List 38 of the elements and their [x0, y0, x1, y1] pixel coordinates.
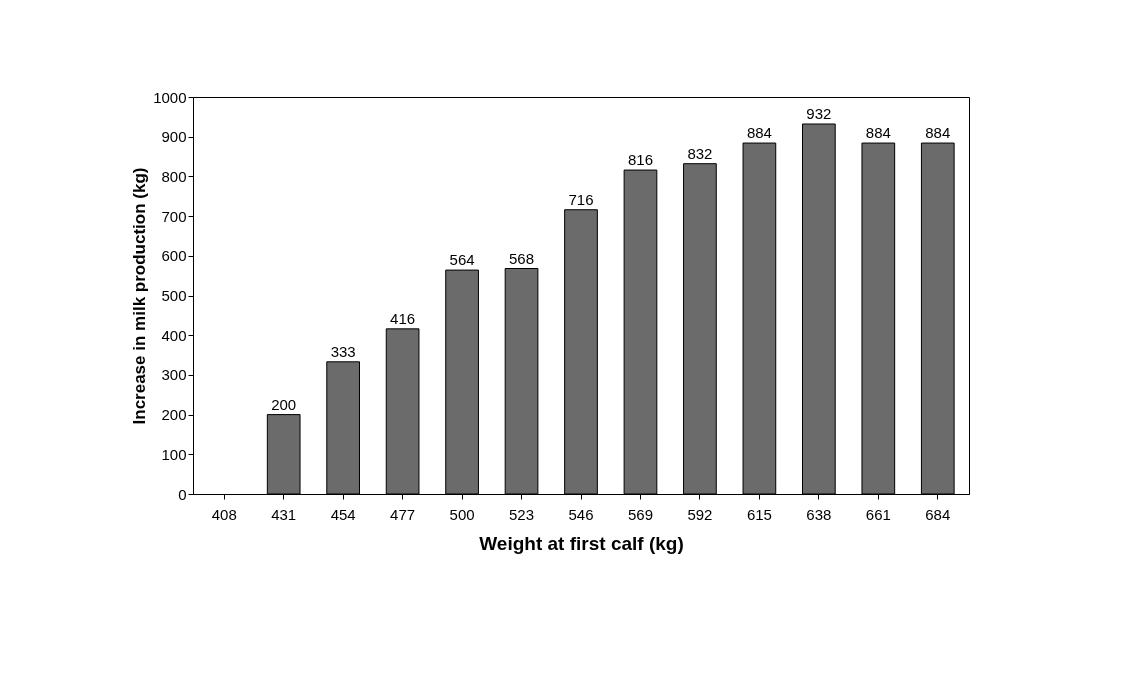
data-label: 200 [271, 395, 297, 413]
x-tick-label: 546 [568, 505, 594, 523]
y-tick-label: 900 [161, 128, 187, 146]
data-label: 816 [627, 151, 653, 169]
x-axis-title: Weight at first calf (kg) [479, 532, 684, 554]
y-tick-label: 1000 [153, 88, 187, 106]
x-tick-label: 615 [746, 505, 772, 523]
data-label: 884 [925, 124, 951, 142]
x-tick-label: 638 [806, 505, 832, 523]
x-tick-label: 500 [449, 505, 475, 523]
x-tick-label: 477 [390, 505, 416, 523]
data-label: 832 [687, 144, 713, 162]
x-tick-label: 684 [925, 505, 951, 523]
data-label: 716 [568, 190, 594, 208]
y-tick-label: 600 [161, 247, 187, 265]
y-tick-label: 300 [161, 366, 187, 384]
data-label: 568 [509, 249, 535, 267]
y-tick-label: 400 [161, 326, 187, 344]
data-label: 333 [330, 342, 356, 360]
data-label: 564 [449, 251, 475, 269]
data-label: 932 [806, 105, 832, 122]
y-tick-label: 0 [178, 485, 187, 503]
data-label: 884 [865, 124, 891, 142]
y-tick-label: 100 [161, 445, 187, 463]
x-tick-label: 454 [330, 505, 356, 523]
x-tick-label: 661 [865, 505, 891, 523]
x-tick-label: 523 [509, 505, 535, 523]
y-tick-label: 500 [161, 287, 187, 304]
x-tick-label: 431 [271, 505, 297, 523]
x-tick-label: 592 [687, 505, 713, 523]
data-label: 416 [390, 309, 416, 327]
y-tick-label: 700 [161, 207, 187, 225]
data-label: 884 [746, 124, 772, 142]
x-tick-label: 569 [627, 505, 653, 523]
y-tick-label: 200 [161, 406, 187, 424]
x-tick-label: 408 [211, 505, 237, 523]
y-tick-label: 800 [161, 167, 187, 185]
y-axis-title: Increase in milk production (kg) [130, 167, 150, 425]
